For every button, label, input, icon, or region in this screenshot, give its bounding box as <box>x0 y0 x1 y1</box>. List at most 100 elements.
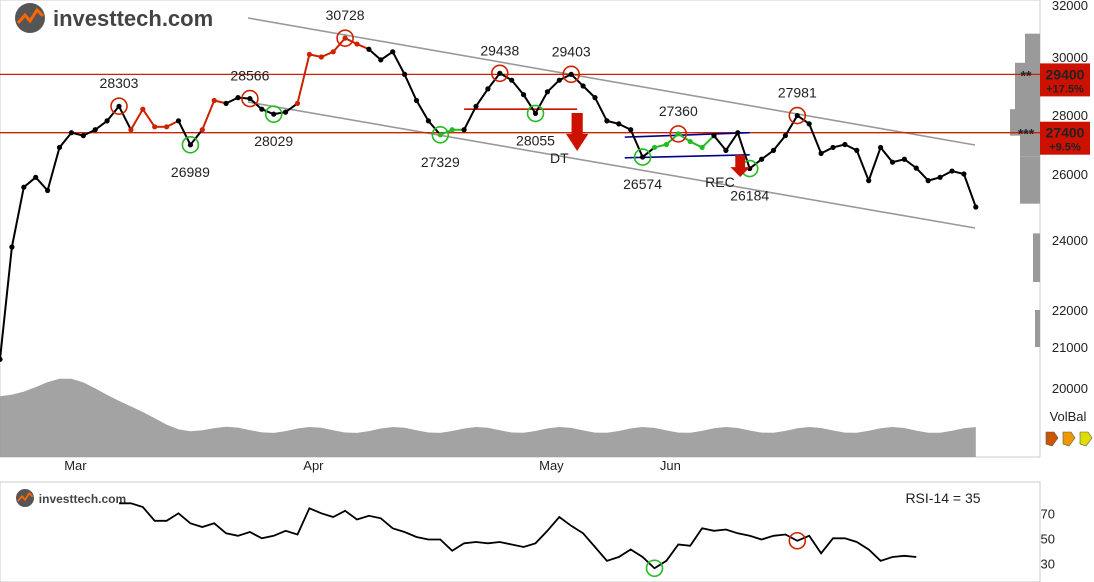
logo-text: investtech.com <box>39 492 126 506</box>
price-point <box>925 178 931 184</box>
x-axis-label: Jun <box>660 458 681 473</box>
price-point <box>104 118 110 124</box>
price-segment <box>582 85 596 99</box>
price-segment <box>141 108 156 128</box>
price-segment <box>391 51 406 75</box>
price-point <box>949 168 955 174</box>
rsi-panel-frame <box>0 481 1041 582</box>
price-point <box>651 144 658 151</box>
price-point <box>425 118 431 124</box>
price-point <box>842 141 848 148</box>
price-point <box>283 109 289 115</box>
price-segment <box>784 115 799 137</box>
price-segment <box>427 120 442 136</box>
price-point <box>782 133 789 139</box>
price-segment <box>510 79 525 96</box>
price-point <box>616 121 622 127</box>
top-marker <box>336 29 354 47</box>
price-volume-bar <box>1035 310 1040 347</box>
price-point <box>68 130 74 136</box>
main-panel-frame <box>0 0 1041 458</box>
price-point <box>211 97 217 104</box>
sell-arrow-rec <box>730 155 750 177</box>
price-segment <box>0 246 13 360</box>
price-point <box>449 127 455 133</box>
point-label: 28055 <box>516 132 555 148</box>
price-segment <box>403 73 418 101</box>
price-segment <box>177 120 192 146</box>
price-point <box>21 184 27 190</box>
rsi-label: RSI-14 = 35 <box>905 490 980 506</box>
trend-channel-lower <box>247 101 976 229</box>
point-label: 26989 <box>171 164 210 180</box>
price-point <box>128 127 134 133</box>
price-segment <box>46 147 61 191</box>
price-segment <box>736 132 751 169</box>
price-point <box>402 71 408 77</box>
price-segment <box>725 132 739 151</box>
price-point <box>306 51 312 58</box>
price-point <box>9 244 15 250</box>
signal-label: REC <box>705 174 735 190</box>
price-point <box>973 204 979 210</box>
level-value: 29400 <box>1046 66 1085 82</box>
bottom-marker <box>181 136 200 154</box>
price-segment <box>106 105 120 122</box>
rsi-tick-label: 50 <box>1041 531 1055 546</box>
price-point <box>354 41 360 47</box>
price-segment <box>867 147 882 181</box>
bottom-marker <box>633 148 652 166</box>
trend-channel-upper <box>247 17 976 146</box>
price-point <box>164 124 170 130</box>
price-segment <box>189 129 204 146</box>
price-point <box>913 165 919 171</box>
price-point <box>580 83 586 89</box>
y-axis-tick-label: 30000 <box>1052 50 1088 65</box>
price-point <box>294 100 301 106</box>
top-marker <box>490 64 509 83</box>
price-segment <box>808 123 823 154</box>
price-segment <box>463 105 477 131</box>
price-point <box>485 86 491 92</box>
rsi-sell-marker <box>788 531 807 550</box>
level-marker: *** <box>1018 126 1035 142</box>
volbal-arrow-icon <box>1045 431 1059 447</box>
price-point <box>687 138 693 145</box>
price-point <box>140 106 146 112</box>
price-segment <box>296 54 311 104</box>
logo-circle-icon <box>15 3 45 33</box>
bottom-marker <box>264 105 283 123</box>
top-marker <box>562 65 581 84</box>
brand-logo-rsi: investtech.com <box>16 489 126 507</box>
price-point <box>45 187 51 194</box>
price-point <box>80 133 86 139</box>
price-point <box>794 112 800 119</box>
y-axis-tick-label: 32000 <box>1052 0 1088 13</box>
point-label: 27329 <box>421 154 460 170</box>
price-segment <box>34 176 49 192</box>
price-point <box>663 141 670 148</box>
price-point <box>604 118 610 124</box>
x-axis-label: Apr <box>303 458 324 473</box>
price-segment <box>487 72 501 90</box>
price-segment <box>701 134 715 149</box>
price-segment <box>594 97 608 122</box>
price-point <box>723 147 729 153</box>
price-point <box>509 77 515 83</box>
price-point <box>770 147 777 153</box>
price-point <box>342 35 348 41</box>
y-axis-tick-label: 24000 <box>1052 233 1088 248</box>
price-point <box>259 106 265 112</box>
price-point <box>699 144 705 151</box>
point-label: 26184 <box>730 188 769 204</box>
level-marker: ** <box>1021 67 1032 83</box>
level-value: 27400 <box>1046 125 1085 141</box>
price-point <box>497 70 503 76</box>
price-segment <box>915 167 929 182</box>
price-point <box>640 154 646 160</box>
price-point <box>413 97 420 104</box>
logo-circle-icon <box>16 489 34 507</box>
price-segment <box>415 99 430 122</box>
top-marker <box>788 106 807 125</box>
